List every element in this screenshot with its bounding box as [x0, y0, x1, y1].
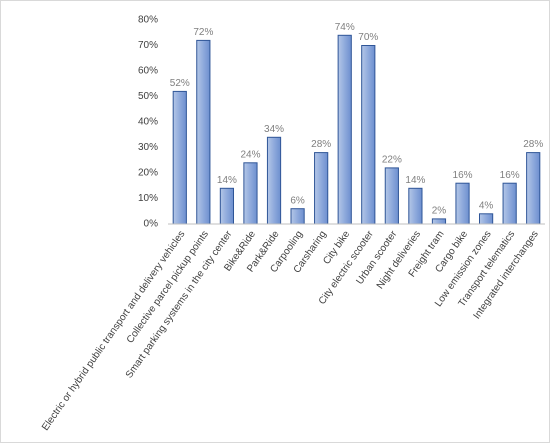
- value-label: 16%: [500, 170, 520, 181]
- value-label: 14%: [405, 175, 425, 186]
- bar: [290, 208, 305, 225]
- y-tick-label: 10%: [138, 193, 158, 204]
- bar: [243, 162, 258, 225]
- y-tick-label: 60%: [138, 66, 158, 77]
- bar: [337, 34, 352, 225]
- value-label: 24%: [240, 149, 260, 160]
- value-label: 22%: [382, 155, 402, 166]
- bar: [266, 136, 282, 225]
- bar: [384, 167, 399, 225]
- bar: [314, 152, 329, 225]
- y-tick-label: 80%: [138, 15, 158, 26]
- value-label: 52%: [170, 78, 190, 89]
- value-label: 2%: [432, 206, 447, 217]
- value-label: 28%: [311, 139, 331, 150]
- value-label: 70%: [358, 32, 378, 43]
- bar: [361, 45, 376, 225]
- bar: [478, 213, 494, 225]
- value-label: 34%: [264, 124, 284, 135]
- value-label: 14%: [217, 175, 237, 186]
- bar: [431, 218, 447, 225]
- bar: [455, 182, 470, 225]
- y-tick-label: 0%: [144, 219, 159, 230]
- value-label: 72%: [193, 27, 213, 38]
- bar: [408, 187, 423, 225]
- value-label: 28%: [523, 139, 543, 150]
- bar: [502, 182, 517, 225]
- y-tick-label: 20%: [138, 168, 158, 179]
- bar: [526, 152, 541, 225]
- y-tick-label: 70%: [138, 40, 158, 51]
- value-label: 6%: [290, 195, 305, 206]
- value-label: 74%: [335, 22, 355, 33]
- value-label: 16%: [453, 170, 473, 181]
- bar: [196, 39, 211, 225]
- y-tick-label: 30%: [138, 142, 158, 153]
- y-tick-label: 50%: [138, 91, 158, 102]
- bar: [219, 187, 235, 225]
- value-label: 4%: [479, 200, 494, 211]
- y-tick-label: 40%: [138, 117, 158, 128]
- bar: [172, 90, 187, 225]
